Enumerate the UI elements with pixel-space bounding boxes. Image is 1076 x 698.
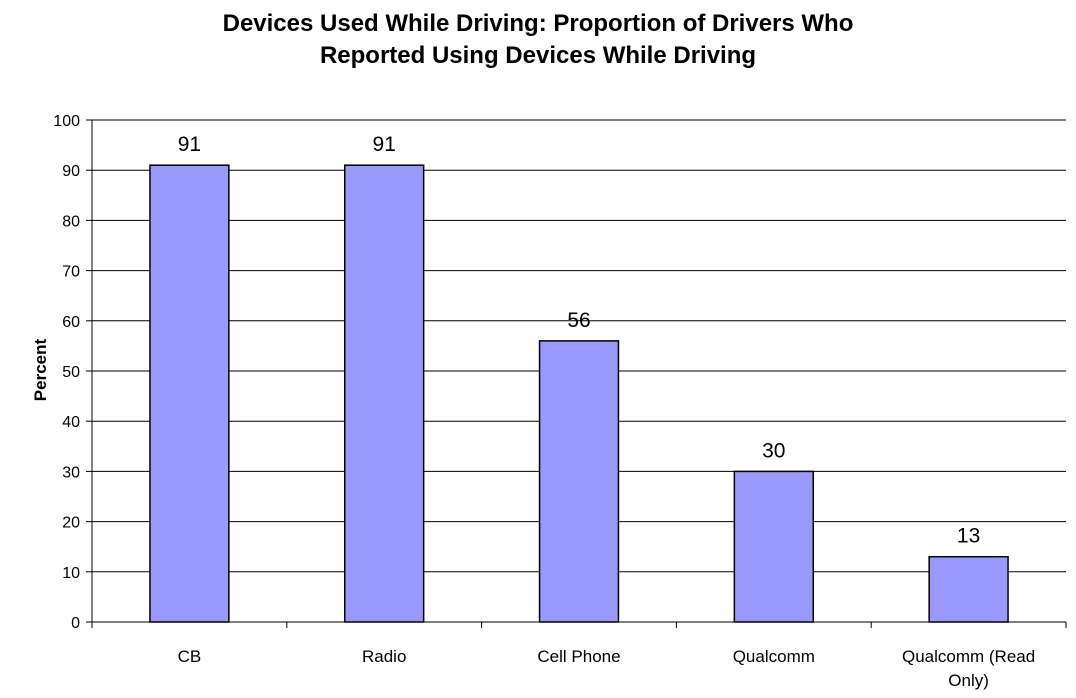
y-tick-label: 60 [62, 314, 80, 331]
x-tick-label: Qualcomm (Read Only) [902, 647, 1035, 690]
bars [149, 164, 1009, 623]
y-tick-label: 10 [62, 565, 80, 582]
y-tick-label: 50 [62, 364, 80, 381]
bar [344, 164, 425, 623]
bar [538, 340, 620, 623]
y-tick-label: 30 [62, 464, 80, 481]
axes [86, 119, 1067, 628]
x-tick-label: Radio [362, 647, 406, 666]
chart-title-line-2: Reported Using Devices While Driving [319, 42, 757, 69]
x-tick-label: Qualcomm [733, 647, 815, 666]
data-label: 91 [373, 133, 396, 156]
x-tick-labels: CB Radio Cell Phone Qualcomm Qualcomm (Read O… [178, 647, 1036, 690]
data-label: 91 [178, 133, 201, 156]
y-tick-label: 40 [62, 414, 80, 431]
chart-title: Devices Used While Driving: Proportion o… [0, 8, 1076, 72]
y-axis-label: Percent [31, 338, 50, 401]
x-tick-label: Cell Phone [537, 647, 620, 666]
data-label: 13 [957, 525, 980, 548]
bar [928, 555, 1009, 623]
y-tick-label: 80 [62, 213, 80, 230]
bar [733, 470, 814, 623]
y-tick-label: 0 [71, 615, 80, 632]
y-tick-labels: 0 10 20 30 40 50 60 70 80 90 100 [53, 113, 80, 632]
data-label: 30 [762, 439, 785, 462]
chart-title-line-1: Devices Used While Driving: Proportion o… [222, 10, 854, 37]
y-tick-label: 70 [62, 264, 80, 281]
y-tick-label: 90 [62, 163, 80, 180]
data-label: 56 [567, 309, 590, 332]
y-tick-label: 100 [53, 113, 80, 130]
x-tick-label: CB [178, 647, 202, 666]
y-tick-label: 20 [62, 515, 80, 532]
data-labels: 91 91 56 30 13 [178, 133, 981, 548]
bar [149, 164, 230, 623]
